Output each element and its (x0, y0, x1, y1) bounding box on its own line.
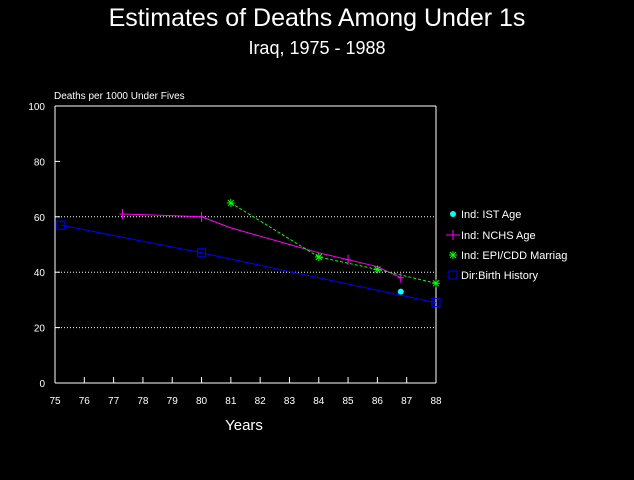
chart-title: Estimates of Deaths Among Under 1s (108, 4, 526, 32)
x-tick-label: 83 (284, 396, 296, 407)
x-tick-label: 85 (343, 396, 355, 407)
x-tick-label: 76 (79, 396, 91, 407)
data-point (198, 211, 205, 222)
y-tick-label: 60 (34, 213, 46, 224)
series-0 (397, 288, 404, 295)
x-tick-label: 78 (137, 396, 149, 407)
legend-marker (450, 211, 456, 217)
data-point (56, 220, 66, 230)
y-tick-label: 20 (34, 324, 46, 335)
gridlines (55, 216, 436, 329)
x-tick-label: 79 (167, 396, 179, 407)
data-point (314, 252, 323, 261)
legend-entry-2: Ind: EPI/CDD Marriag (449, 250, 567, 262)
x-tick-label: 88 (430, 396, 442, 407)
series-line-3 (60, 224, 437, 304)
x-tick-label: 75 (49, 396, 61, 407)
legend-entry-1: Ind: NCHS Age (446, 230, 536, 242)
series-3 (56, 220, 441, 308)
x-tick-label: 87 (401, 396, 413, 407)
legend-marker (448, 270, 458, 280)
tick-labels: 75 76 77 78 79 80 81 82 83 84 85 86 87 88 0 20 40 60 80 100 (28, 102, 442, 407)
legend-label: Ind: EPI/CDD Marriag (461, 250, 567, 262)
data-point (197, 248, 207, 258)
chart-subtitle: Iraq, 1975 - 1988 (248, 38, 386, 58)
x-axis-label: Years (225, 417, 263, 434)
legend-label: Ind: IST Age (461, 209, 521, 221)
legend-label: Dir:Birth History (461, 270, 539, 282)
legend-label: Ind: NCHS Age (461, 230, 536, 242)
legend-entry-3: Dir:Birth History (448, 270, 539, 282)
x-tick-label: 84 (313, 396, 325, 407)
data-point (432, 279, 440, 288)
data-point (226, 198, 235, 207)
data-point (397, 288, 404, 295)
y-tick-label: 100 (28, 102, 45, 113)
y-axis-label: Deaths per 1000 Under Fives (54, 91, 185, 102)
legend-entry-0: Ind: IST Age (450, 209, 521, 221)
legend: Ind: IST Age Ind: NCHS Age Ind: EPI/CDD Ma… (446, 209, 567, 282)
x-tick-label: 80 (196, 396, 208, 407)
series-group (56, 198, 441, 308)
x-tick-label: 81 (225, 396, 237, 407)
data-point (431, 298, 441, 308)
y-tick-label: 80 (34, 157, 46, 168)
series-line-2 (230, 202, 437, 284)
data-point (345, 254, 352, 265)
series-line-1 (122, 213, 402, 279)
y-tick-label: 0 (39, 379, 45, 390)
series-2 (226, 198, 440, 288)
y-tick-label: 40 (34, 268, 46, 279)
data-point (397, 272, 404, 283)
x-tick-label: 86 (372, 396, 384, 407)
x-tick-label: 77 (108, 396, 120, 407)
legend-marker (449, 251, 457, 259)
series-1 (119, 209, 404, 283)
axes (54, 105, 437, 384)
x-tick-label: 82 (255, 396, 267, 407)
data-point (373, 265, 382, 274)
data-point (119, 209, 126, 220)
